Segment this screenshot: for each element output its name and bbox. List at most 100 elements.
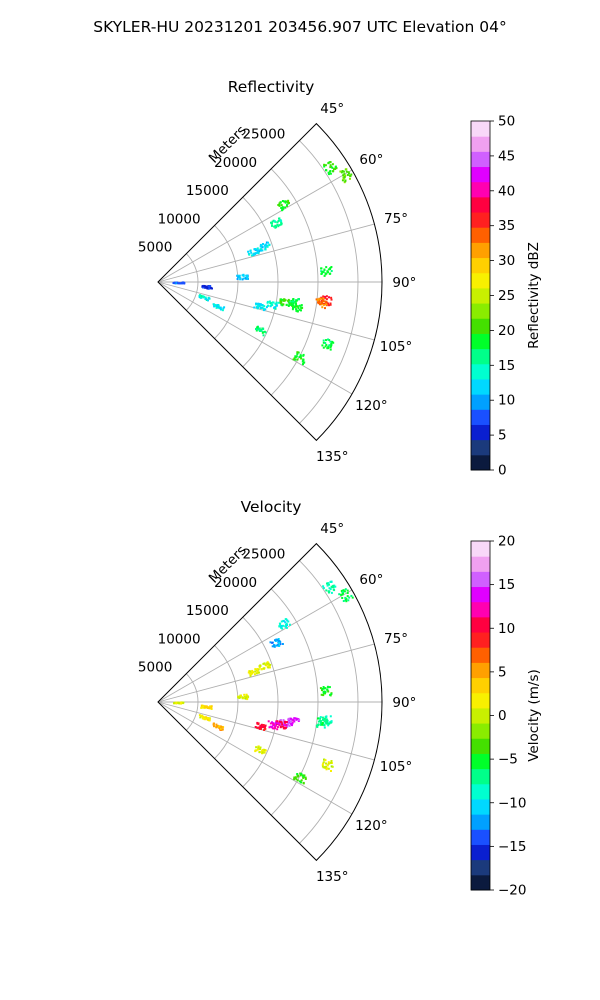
colorbar-swatch [471,692,490,709]
echo-gate [300,357,303,360]
angular-grid-line [157,169,353,283]
colorbar-swatch [471,723,490,739]
echo-gate [264,331,267,334]
colorbar-tick-label: −20 [498,883,527,899]
echo-gate [274,302,277,305]
echo-gate [208,719,210,722]
colorbar-swatch [471,424,490,441]
echo-gate [301,774,304,777]
radial-tick-label: 25000 [242,127,285,143]
echo-gate [210,708,213,710]
echo-gate [259,664,262,667]
echo-gate [266,244,269,247]
colorbar-swatch [471,348,490,365]
echo-gate [254,726,257,728]
echo-gate [256,326,259,329]
colorbar-tick-label: 10 [498,393,515,409]
echo-gate [322,303,325,306]
colorbar-swatch [471,151,490,168]
echo-gate [241,278,244,281]
echo-gate [323,163,326,166]
colorbar-swatch [471,814,490,830]
echo-gate [260,668,263,671]
colorbar-swatch [471,859,490,876]
echo-gate [341,593,344,596]
echo-gate [327,761,330,764]
echo-gate [339,170,342,173]
echo-gate [288,201,290,204]
echo-gate [271,721,273,724]
echo-gate [327,724,330,727]
echo-gate [212,722,215,725]
echo-gate [182,281,185,284]
echo-gate [299,355,302,358]
echo-gate [204,717,206,720]
echo-gate [320,273,323,275]
echo-gate [342,178,345,180]
echo-gate [324,759,327,762]
echo-gate [282,624,285,627]
echo-gate [323,165,326,168]
echo-gate [256,247,259,250]
colorbar-swatch [471,242,490,259]
echo-gate [263,244,266,247]
echo-gate [298,719,301,721]
echo-gate [282,303,285,306]
echo-gate [282,620,285,623]
echo-gate [340,593,343,596]
echo-gate [284,299,287,302]
echo-gate [273,644,275,647]
echo-gate [291,722,294,725]
echo-gate [222,726,225,729]
angle-tick-label: 120° [355,818,388,834]
echo-gate [220,725,223,728]
echo-gate [239,278,242,281]
echo-gate [295,299,298,302]
echo-gate [325,762,327,765]
echo-gate [275,304,278,307]
echo-gate [202,706,205,709]
colorbar-tick-label: 10 [498,621,515,637]
echo-gate [332,170,335,173]
echo-gate [297,298,300,301]
echo-gate [327,171,330,174]
echo-gate [279,299,282,302]
echo-gate [201,717,204,720]
echo-gate [256,328,259,331]
echo-gate [257,252,260,255]
colorbar-swatch [471,829,490,845]
echo-gate [270,725,273,728]
echo-gate [173,281,176,284]
echo-gate [237,696,240,699]
echo-gate [322,762,325,765]
echo-gate [326,688,329,691]
echo-gate [273,306,276,309]
colorbar-tick-label: 15 [498,577,515,593]
echo-gate [260,726,263,729]
echo-gate [343,590,346,593]
echo-gate [271,645,274,648]
echo-gate [220,308,222,311]
echo-gate [291,718,294,721]
echo-gate [330,720,333,723]
echo-gate [325,715,328,718]
echo-gate [349,177,351,180]
echo-gate [267,720,270,723]
echo-gate [338,593,341,596]
echo-gate [299,780,301,783]
echo-gate [294,300,297,303]
echo-gate [255,306,258,309]
echo-gate [255,746,258,749]
echo-gate [321,688,324,690]
echo-gate [199,716,202,719]
echo-gate [279,302,282,305]
echo-gate [280,207,283,209]
echo-gate [340,171,343,174]
echo-gate [277,204,280,206]
angle-tick-label: 105° [380,339,413,355]
echo-gate [278,217,281,220]
angle-tick-label: 60° [359,152,383,168]
echo-gate [258,727,261,730]
echo-gate [321,721,324,724]
echo-gate [304,778,307,780]
